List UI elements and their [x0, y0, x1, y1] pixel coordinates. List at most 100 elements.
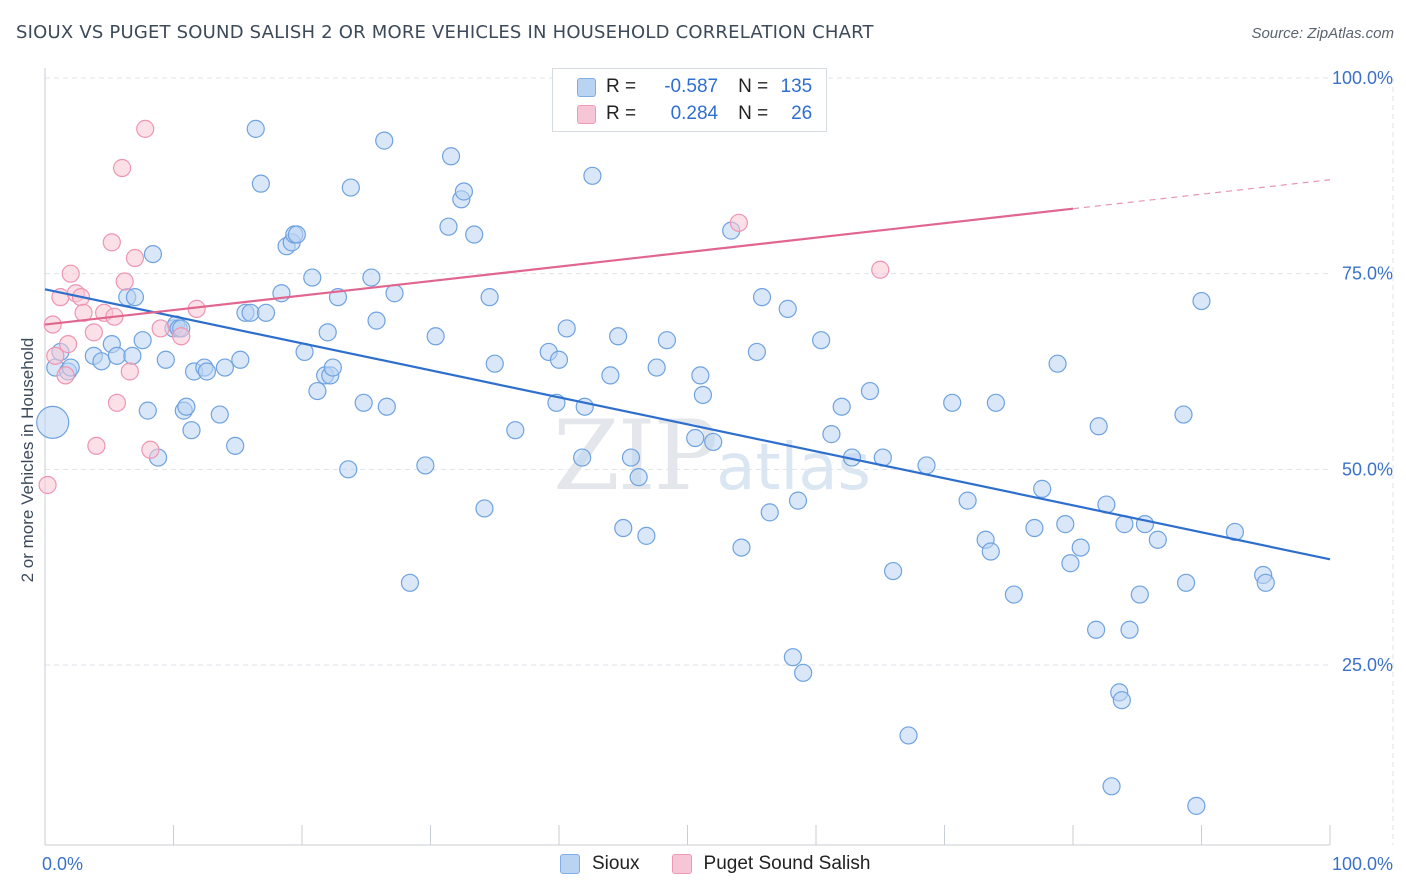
sioux-point [557, 319, 576, 338]
sioux-point [125, 288, 145, 307]
sioux-point [303, 268, 322, 287]
sioux-point [241, 303, 260, 322]
sioux-swatch [577, 77, 596, 97]
sioux-point [231, 350, 250, 369]
sioux-point [377, 397, 396, 416]
y-tick-label: 75.0% [1342, 264, 1393, 284]
legend-n-value-salish: 26 [791, 103, 813, 124]
salish-point [151, 319, 170, 338]
legend-n-value-sioux: 135 [780, 76, 813, 97]
salish-point [46, 346, 65, 365]
sioux-point [339, 460, 358, 479]
salish-swatch [671, 854, 692, 874]
sioux-point [601, 366, 620, 385]
salish-point [102, 233, 121, 252]
sioux-point [354, 393, 373, 412]
sioux-point [583, 166, 602, 185]
legend-r-label: R = [606, 103, 637, 124]
sioux-point [362, 268, 381, 287]
sioux-point [1102, 777, 1121, 796]
sioux-point [693, 385, 713, 405]
sioux-point [177, 397, 196, 416]
y-axis-label: 2 or more Vehicles in Household [18, 337, 37, 583]
legend-r-value-salish: 0.284 [670, 103, 719, 124]
sioux-point [1112, 691, 1131, 710]
sioux-point [1130, 585, 1149, 604]
sioux-point [986, 393, 1006, 412]
sioux-point [686, 428, 705, 448]
bottom-legend-salish: Puget Sound Salish [671, 853, 871, 875]
sioux-point [36, 405, 70, 439]
sioux-point [1056, 515, 1075, 534]
salish-point [84, 323, 103, 342]
sioux-point [323, 358, 342, 377]
sioux-point [197, 362, 217, 381]
bottom-legend-sioux-label: Sioux [592, 853, 640, 874]
sioux-point [812, 331, 831, 350]
sioux-point [732, 538, 751, 557]
sioux-point [609, 327, 628, 346]
sioux-point [822, 425, 841, 444]
salish-point [56, 366, 75, 385]
sioux-point [416, 456, 435, 475]
sioux-point [1033, 479, 1052, 498]
sioux-swatch [560, 854, 580, 874]
legend-row-sioux: R = -0.587 N = 135 [577, 74, 812, 100]
sioux-point [573, 448, 592, 467]
sioux-point [657, 331, 677, 350]
bottom-legend-salish-label: Puget Sound Salish [703, 853, 871, 874]
sioux-point [691, 366, 710, 385]
salish-point [141, 440, 160, 459]
legend-n-label: N = [738, 103, 769, 124]
sioux-point [788, 491, 808, 510]
sioux-point [832, 397, 851, 416]
sioux-point [156, 350, 175, 369]
bottom-legend-sioux: Sioux [560, 853, 640, 875]
salish-point [107, 393, 127, 412]
sioux-point [215, 358, 234, 377]
sioux-point [226, 436, 245, 455]
sioux-point [439, 217, 458, 236]
sioux-point [943, 393, 962, 412]
correlation-legend: R = -0.587 N = 135 R = 0.284 N = 26 [552, 68, 827, 132]
sioux-point [441, 147, 461, 166]
salish-point [59, 335, 78, 354]
sioux-point [1071, 538, 1090, 557]
sioux-point [783, 648, 802, 667]
sioux-point [182, 421, 201, 440]
sioux-point [637, 526, 656, 545]
sioux-point [1192, 291, 1211, 311]
sioux-point [138, 401, 157, 420]
sioux-point [123, 346, 142, 365]
sioux-point [704, 432, 723, 452]
sioux-point [480, 288, 499, 307]
x-tick-label: 100.0% [1332, 854, 1393, 874]
sioux-point [1176, 573, 1196, 592]
legend-row-salish: R = 0.284 N = 26 [577, 101, 812, 127]
salish-point [61, 264, 80, 283]
sioux-point [981, 542, 1000, 561]
sioux-point [752, 288, 772, 307]
sioux-point [426, 327, 445, 346]
sioux-point [549, 350, 569, 369]
sioux-point [375, 131, 394, 150]
salish-trend-line-extension [1072, 179, 1331, 210]
legend-r-label: R = [606, 76, 637, 97]
x-tick-label: 0.0% [42, 854, 83, 874]
sioux-point [143, 244, 163, 264]
sioux-point [1025, 518, 1044, 538]
y-tick-label: 100.0% [1332, 68, 1393, 88]
sioux-point [246, 119, 265, 138]
sioux-point [1187, 796, 1206, 815]
legend-n-label: N = [738, 76, 769, 97]
sioux-point [341, 178, 360, 197]
y-tick-label: 25.0% [1342, 655, 1393, 675]
sioux-point [747, 342, 766, 362]
salish-point [112, 158, 132, 178]
sioux-point [475, 499, 494, 518]
sioux-point [1048, 354, 1067, 373]
sioux-point [794, 663, 813, 682]
sioux-point [1148, 530, 1167, 549]
sioux-point [621, 448, 641, 467]
